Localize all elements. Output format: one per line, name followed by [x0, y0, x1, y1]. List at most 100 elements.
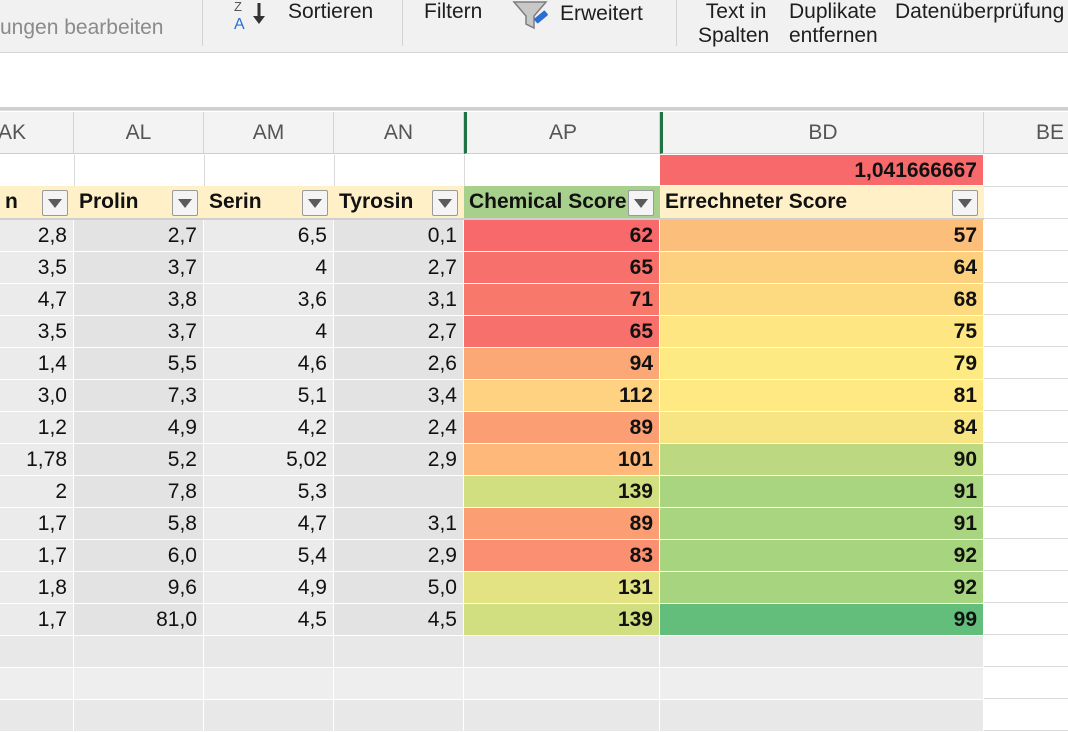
cell-am[interactable]: 6,5	[204, 220, 334, 252]
cell-ak[interactable]: 1,7	[0, 508, 74, 540]
cell-am[interactable]: 4	[204, 316, 334, 348]
empty-cell[interactable]	[0, 636, 74, 668]
cell-bd[interactable]: 92	[660, 572, 984, 604]
empty-cell[interactable]	[464, 700, 660, 732]
cell-an[interactable]: 2,7	[334, 316, 464, 348]
cell-ap[interactable]: 131	[464, 572, 660, 604]
cell-an[interactable]: 3,1	[334, 508, 464, 540]
formula-bar-area[interactable]	[0, 53, 1068, 107]
column-header-an[interactable]: AN	[334, 112, 464, 154]
empty-cell[interactable]	[74, 668, 204, 700]
cell-al[interactable]: 7,3	[74, 380, 204, 412]
empty-cell[interactable]	[74, 636, 204, 668]
cell-al[interactable]: 3,7	[74, 252, 204, 284]
cell-bd[interactable]: 79	[660, 348, 984, 380]
cell-al[interactable]: 3,8	[74, 284, 204, 316]
sort-za-icon[interactable]: Z A	[228, 0, 272, 32]
cell-ak[interactable]: 2,8	[0, 220, 74, 252]
cell-ak[interactable]: 3,5	[0, 252, 74, 284]
cell-bd[interactable]: 91	[660, 508, 984, 540]
cell-ap[interactable]: 71	[464, 284, 660, 316]
cell-an[interactable]: 4,5	[334, 604, 464, 636]
cell-ap[interactable]: 62	[464, 220, 660, 252]
cell-an[interactable]: 5,0	[334, 572, 464, 604]
cell-ap[interactable]: 139	[464, 604, 660, 636]
cell-al[interactable]: 7,8	[74, 476, 204, 508]
cell-am[interactable]: 4	[204, 252, 334, 284]
cell-ap[interactable]: 94	[464, 348, 660, 380]
empty-cell[interactable]	[334, 700, 464, 732]
filter-dropdown-icon[interactable]	[628, 190, 654, 216]
cell-al[interactable]: 2,7	[74, 220, 204, 252]
cell-am[interactable]: 4,6	[204, 348, 334, 380]
edit-links-button[interactable]: ungen bearbeiten	[0, 16, 164, 39]
filter-dropdown-icon[interactable]	[42, 190, 68, 216]
empty-cell[interactable]	[204, 668, 334, 700]
advanced-filter-button[interactable]: Erweitert	[560, 2, 643, 25]
text-to-columns-button[interactable]: Text in Spalten	[698, 0, 769, 48]
cell-am[interactable]: 5,4	[204, 540, 334, 572]
bd-top-value-cell[interactable]: 1,041666667	[660, 155, 984, 186]
cell-bd[interactable]: 90	[660, 444, 984, 476]
cell-an[interactable]: 2,9	[334, 444, 464, 476]
cell-ap[interactable]: 139	[464, 476, 660, 508]
cell-bd[interactable]: 68	[660, 284, 984, 316]
cell-ak[interactable]: 1,8	[0, 572, 74, 604]
cell-ak[interactable]: 1,7	[0, 604, 74, 636]
cell-am[interactable]: 5,1	[204, 380, 334, 412]
cell-ap[interactable]: 112	[464, 380, 660, 412]
cell-bd[interactable]: 75	[660, 316, 984, 348]
empty-cell[interactable]	[204, 700, 334, 732]
cell-bd[interactable]: 57	[660, 220, 984, 252]
cell-ap[interactable]: 89	[464, 508, 660, 540]
empty-cell[interactable]	[334, 636, 464, 668]
column-header-ap[interactable]: AP	[464, 112, 660, 154]
spreadsheet-grid[interactable]: AK AL AM AN AP BD BE 1,041666667 n Proli…	[0, 112, 1068, 732]
cell-an[interactable]: 2,7	[334, 252, 464, 284]
cell-ak[interactable]: 3,0	[0, 380, 74, 412]
column-header-be[interactable]: BE	[984, 112, 1068, 154]
filter-dropdown-icon[interactable]	[952, 190, 978, 216]
cell-ak[interactable]: 3,5	[0, 316, 74, 348]
empty-cell[interactable]	[0, 700, 74, 732]
empty-cell[interactable]	[464, 636, 660, 668]
cell-bd[interactable]: 92	[660, 540, 984, 572]
empty-cell[interactable]	[204, 636, 334, 668]
cell-bd[interactable]: 84	[660, 412, 984, 444]
cell-ap[interactable]: 101	[464, 444, 660, 476]
empty-cell[interactable]	[0, 668, 74, 700]
cell-ak[interactable]: 4,7	[0, 284, 74, 316]
cell-al[interactable]: 81,0	[74, 604, 204, 636]
column-header-ak[interactable]: AK	[0, 112, 74, 154]
cell-an[interactable]: 0,1	[334, 220, 464, 252]
cell-am[interactable]: 4,5	[204, 604, 334, 636]
cell-al[interactable]: 5,5	[74, 348, 204, 380]
remove-duplicates-button[interactable]: Duplikate entfernen	[789, 0, 878, 48]
filter-button[interactable]: Filtern	[424, 0, 483, 23]
column-header-al[interactable]: AL	[74, 112, 204, 154]
filter-dropdown-icon[interactable]	[172, 190, 198, 216]
header-cell-chemical-score[interactable]: Chemical Score	[464, 186, 660, 220]
cell-ak[interactable]: 1,78	[0, 444, 74, 476]
cell-ap[interactable]: 65	[464, 316, 660, 348]
cell-ak[interactable]: 1,7	[0, 540, 74, 572]
empty-cell[interactable]	[660, 700, 984, 732]
cell-ap[interactable]: 65	[464, 252, 660, 284]
cell-al[interactable]: 4,9	[74, 412, 204, 444]
cell-al[interactable]: 5,8	[74, 508, 204, 540]
column-header-am[interactable]: AM	[204, 112, 334, 154]
cell-an[interactable]: 3,4	[334, 380, 464, 412]
cell-al[interactable]: 3,7	[74, 316, 204, 348]
cell-al[interactable]: 9,6	[74, 572, 204, 604]
cell-bd[interactable]: 81	[660, 380, 984, 412]
cell-an[interactable]: 3,1	[334, 284, 464, 316]
cell-ak[interactable]: 1,4	[0, 348, 74, 380]
sort-button[interactable]: Sortieren	[288, 0, 374, 23]
header-cell-errechneter-score[interactable]: Errechneter Score	[660, 186, 984, 220]
cell-am[interactable]: 3,6	[204, 284, 334, 316]
cell-al[interactable]: 6,0	[74, 540, 204, 572]
cell-am[interactable]: 5,02	[204, 444, 334, 476]
data-validation-button[interactable]: Datenüberprüfung	[895, 0, 1065, 23]
cell-ak[interactable]: 2	[0, 476, 74, 508]
cell-bd[interactable]: 99	[660, 604, 984, 636]
